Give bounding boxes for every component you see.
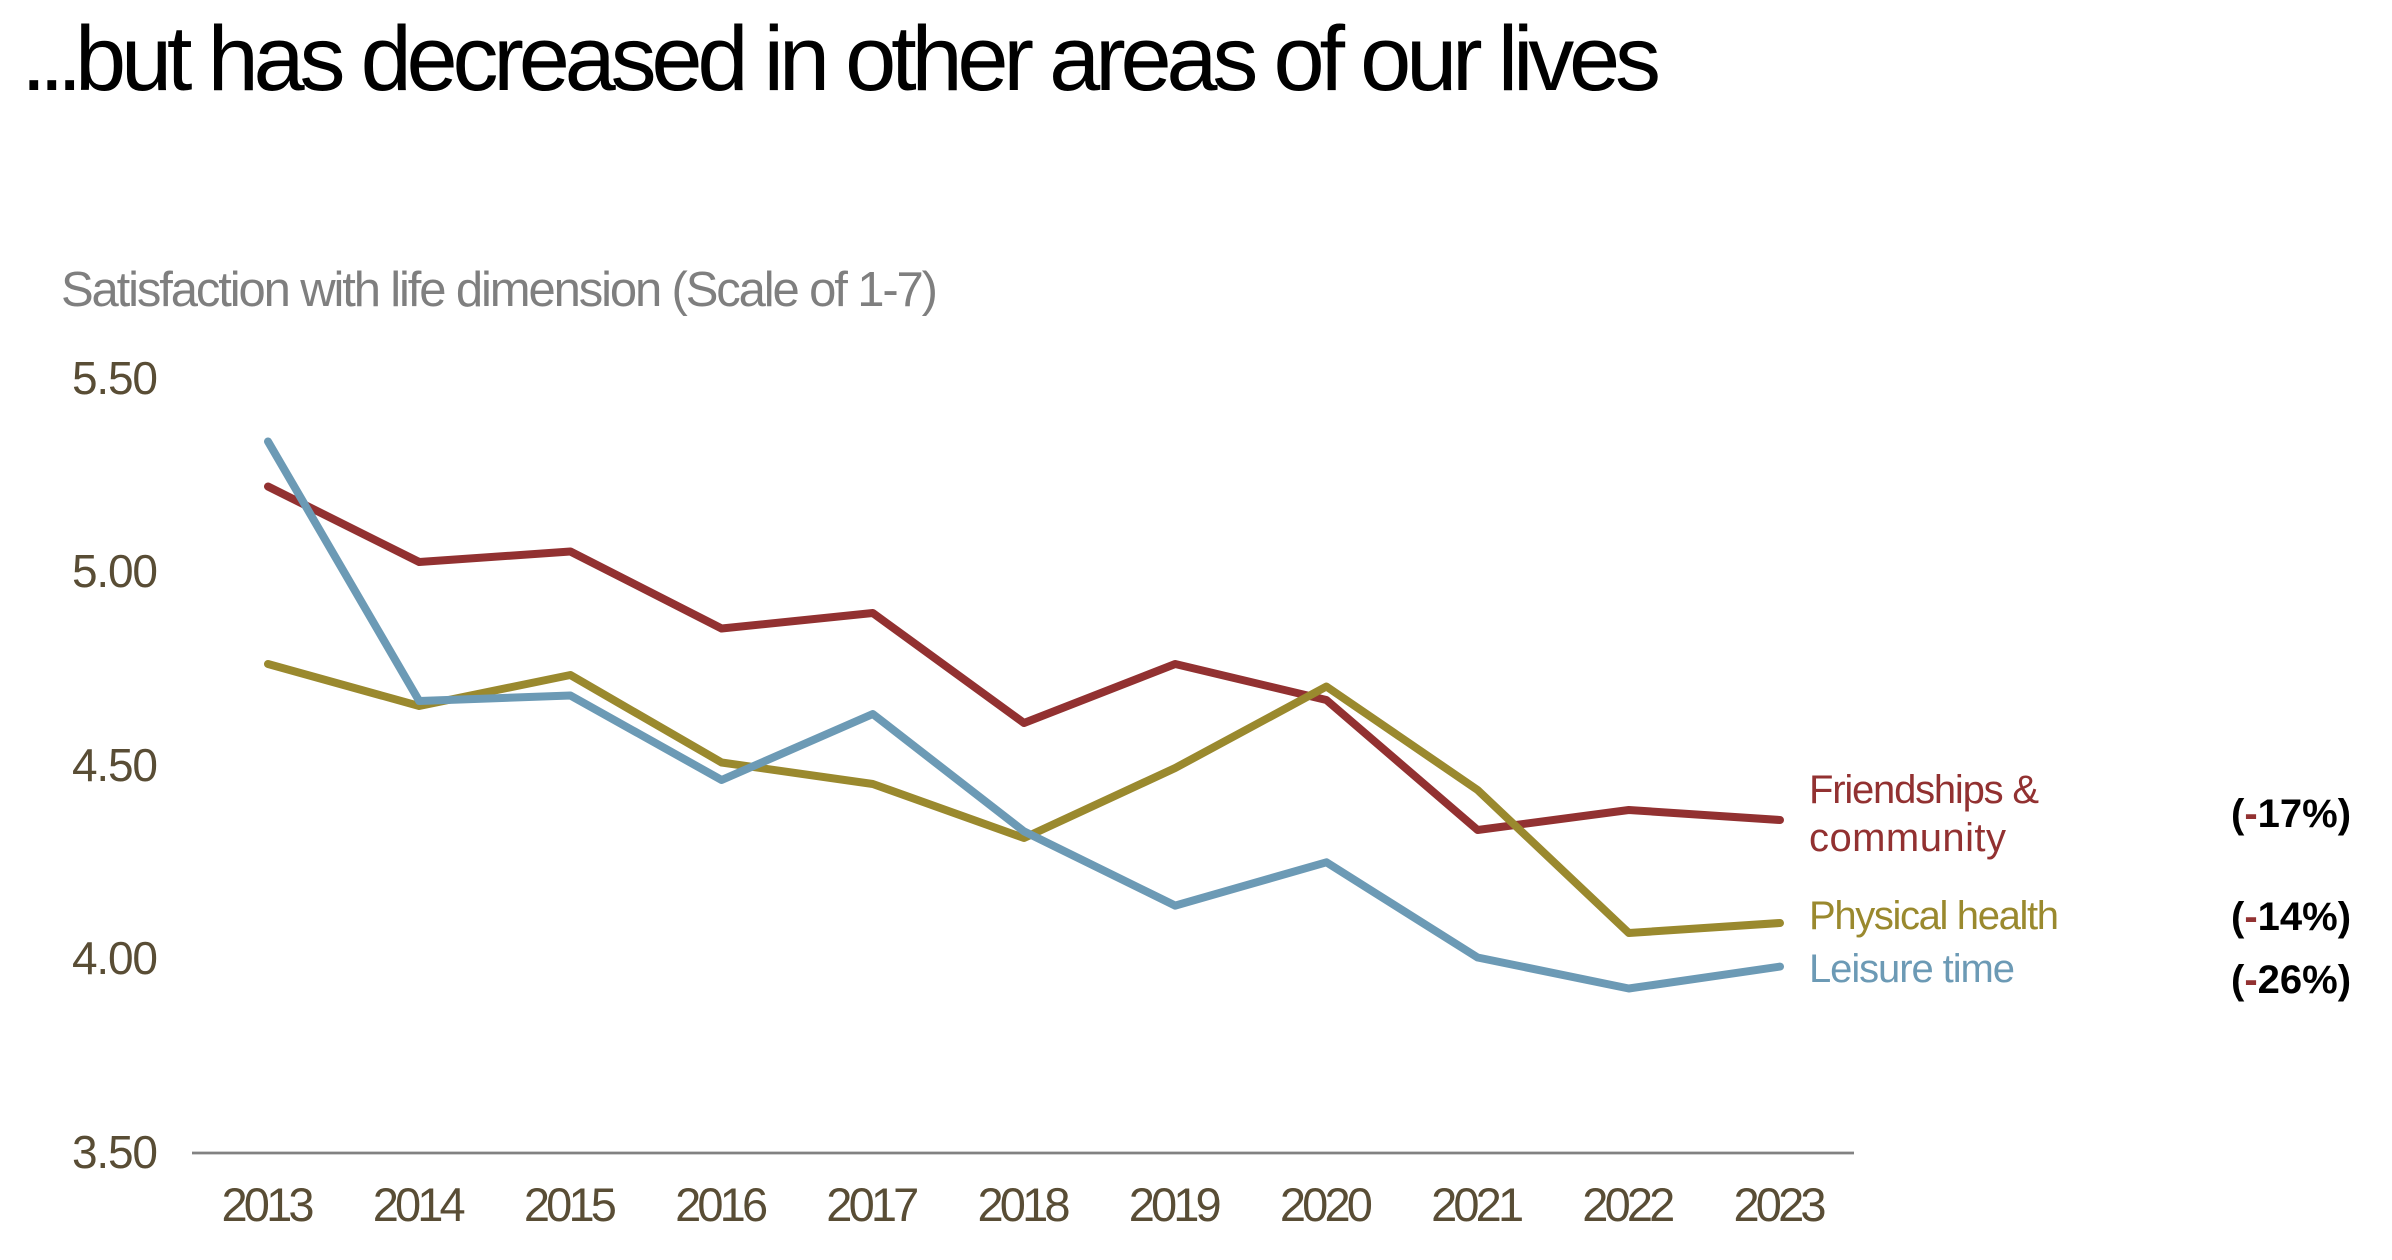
svg-text:(-17%): (-17%)	[2231, 792, 2351, 836]
svg-text:2019: 2019	[1129, 1178, 1222, 1231]
svg-text:2016: 2016	[675, 1178, 768, 1231]
svg-text:4.50: 4.50	[72, 739, 158, 791]
svg-text:4.00: 4.00	[72, 932, 158, 984]
svg-text:2015: 2015	[524, 1178, 617, 1231]
svg-text:2017: 2017	[826, 1178, 919, 1231]
svg-text:...: ...	[21, 8, 75, 110]
svg-text:2020: 2020	[1280, 1178, 1373, 1231]
svg-text:Friendships &: Friendships &	[1809, 768, 2039, 812]
svg-text:community: community	[1809, 816, 2006, 860]
svg-text:Physical health: Physical health	[1809, 894, 2059, 938]
svg-text:(-26%): (-26%)	[2231, 958, 2351, 1002]
svg-text:2023: 2023	[1734, 1178, 1827, 1231]
svg-text:2021: 2021	[1431, 1178, 1524, 1231]
svg-text:but has decreased in other are: but has decreased in other areas of our …	[75, 8, 1661, 110]
svg-text:2022: 2022	[1582, 1178, 1675, 1231]
svg-text:3.50: 3.50	[72, 1126, 158, 1178]
svg-text:2013: 2013	[222, 1178, 315, 1231]
svg-text:(-14%): (-14%)	[2231, 895, 2351, 939]
svg-text:Leisure time: Leisure time	[1809, 947, 2015, 991]
svg-text:Satisfaction with life dimensi: Satisfaction with life dimension (Scale …	[61, 263, 938, 317]
svg-text:2018: 2018	[978, 1178, 1071, 1231]
svg-text:2014: 2014	[373, 1178, 466, 1231]
svg-text:5.00: 5.00	[72, 545, 158, 597]
svg-text:5.50: 5.50	[72, 352, 158, 404]
